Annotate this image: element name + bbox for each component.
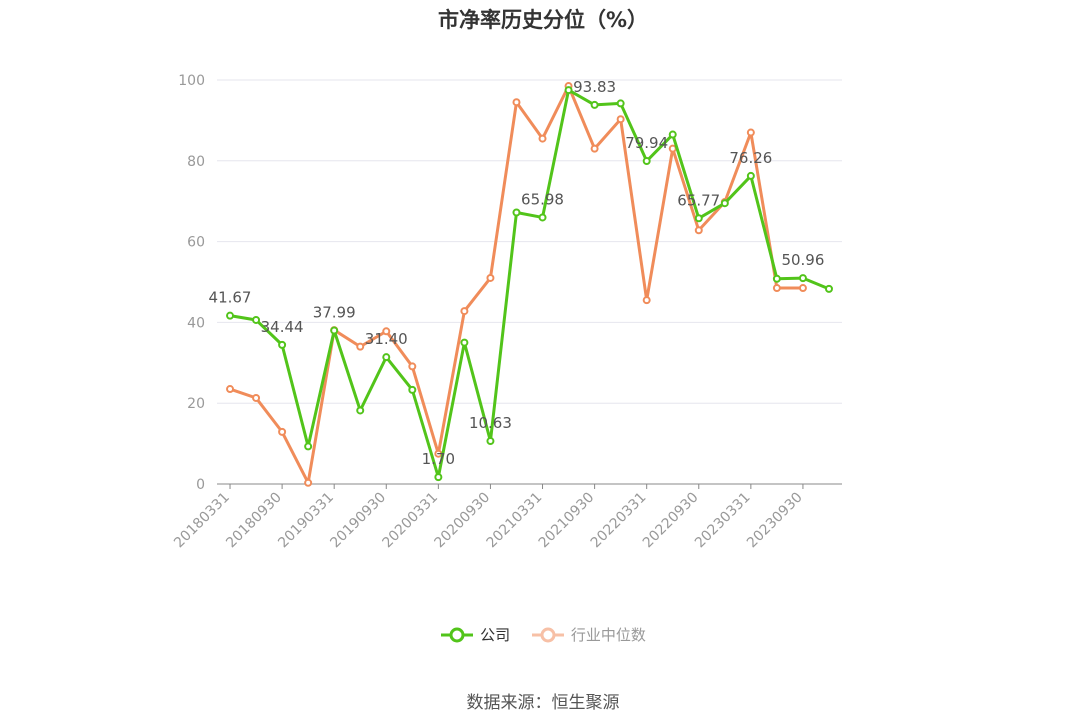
x-tick-label: 20200331 bbox=[379, 490, 441, 552]
data-point-company bbox=[746, 171, 755, 180]
data-point-company bbox=[668, 130, 677, 139]
data-point-industry bbox=[252, 393, 261, 402]
x-tick-label: 20190930 bbox=[327, 490, 389, 552]
y-tick-label: 0 bbox=[196, 477, 205, 493]
x-tick-label: 20190331 bbox=[275, 490, 337, 552]
legend-label-industry: 行业中位数 bbox=[570, 626, 646, 644]
data-label: 93.83 bbox=[573, 78, 616, 96]
legend: 公司 行业中位数 bbox=[0, 624, 1086, 648]
x-tick-label: 20220930 bbox=[640, 490, 702, 552]
data-label: 41.67 bbox=[209, 289, 252, 307]
data-label: 34.44 bbox=[261, 318, 304, 336]
x-tick-label: 20220331 bbox=[588, 490, 650, 552]
data-point-industry bbox=[434, 449, 443, 458]
data-point-company bbox=[278, 340, 287, 349]
data-point-industry bbox=[746, 128, 755, 137]
data-point-industry bbox=[486, 273, 495, 282]
line-chart: 0 20 40 60 80 100 2018033120180930201903312019… bbox=[171, 73, 842, 552]
legend-company-icon bbox=[441, 627, 474, 642]
data-point-industry bbox=[356, 342, 365, 351]
data-point-industry bbox=[408, 362, 417, 371]
data-label: 1.70 bbox=[422, 450, 455, 468]
source-note: 数据来源：恒生聚源 bbox=[466, 693, 620, 713]
data-point-company bbox=[824, 284, 833, 293]
data-label: 76.26 bbox=[729, 149, 772, 167]
data-point-company bbox=[798, 274, 807, 283]
data-point-industry bbox=[668, 144, 677, 153]
data-label: 31.40 bbox=[365, 330, 408, 348]
x-tick-label: 20200930 bbox=[432, 490, 494, 552]
data-label: 65.77 bbox=[677, 191, 720, 209]
data-point-industry bbox=[538, 134, 547, 143]
data-point-company bbox=[434, 473, 443, 482]
data-label: 50.96 bbox=[781, 251, 824, 269]
data-label: 79.94 bbox=[625, 134, 668, 152]
y-tick-label: 80 bbox=[187, 154, 205, 170]
data-point-industry bbox=[460, 307, 469, 316]
data-point-company bbox=[304, 442, 313, 451]
x-tick-label: 20230930 bbox=[744, 490, 806, 552]
data-point-company bbox=[772, 274, 781, 283]
chart-title: 市净率历史分位（%） bbox=[437, 8, 649, 32]
data-point-company bbox=[408, 385, 417, 394]
series-line-industry bbox=[229, 84, 803, 485]
data-point-company bbox=[642, 157, 651, 166]
data-point-company bbox=[252, 315, 261, 324]
data-point-company bbox=[564, 86, 573, 95]
legend-item-company[interactable]: 公司 bbox=[440, 624, 510, 645]
data-point-company bbox=[460, 338, 469, 347]
legend-label-company: 公司 bbox=[480, 626, 511, 644]
legend-industry-icon bbox=[531, 627, 564, 642]
data-point-industry bbox=[642, 296, 651, 305]
x-tick-label: 20210331 bbox=[484, 490, 546, 552]
series-line-company bbox=[229, 88, 830, 479]
data-point-company bbox=[616, 99, 625, 108]
data-point-industry bbox=[226, 385, 235, 394]
data-label: 65.98 bbox=[521, 190, 564, 208]
data-point-company bbox=[486, 437, 495, 446]
data-point-industry bbox=[694, 226, 703, 235]
x-tick-label: 20180930 bbox=[223, 490, 285, 552]
data-point-industry bbox=[798, 284, 807, 293]
data-label: 10.63 bbox=[469, 414, 512, 432]
data-point-industry bbox=[382, 327, 391, 336]
legend-item-industry[interactable]: 行业中位数 bbox=[531, 624, 646, 645]
x-tick-label: 20180331 bbox=[171, 490, 233, 552]
data-point-company bbox=[720, 199, 729, 208]
data-point-industry bbox=[278, 427, 287, 436]
data-point-industry bbox=[304, 478, 313, 487]
data-point-company bbox=[356, 406, 365, 415]
data-point-company bbox=[330, 326, 339, 335]
grid-lines bbox=[217, 79, 842, 404]
data-label: 37.99 bbox=[313, 304, 356, 322]
y-tick-label: 40 bbox=[187, 315, 205, 331]
data-point-company bbox=[382, 353, 391, 362]
series bbox=[226, 82, 833, 487]
x-tick-label: 20210930 bbox=[536, 490, 598, 552]
data-labels: 41.67 34.44 37.99 31.40 1.70 10.63 65.98 93.83 7… bbox=[209, 78, 825, 468]
x-tick-label: 20230331 bbox=[692, 490, 754, 552]
data-point-industry bbox=[512, 98, 521, 107]
data-point-company bbox=[694, 214, 703, 223]
data-point-industry bbox=[590, 144, 599, 153]
data-point-company bbox=[590, 100, 599, 109]
data-point-industry bbox=[772, 284, 781, 293]
y-tick-label: 60 bbox=[187, 235, 205, 251]
y-tick-label: 20 bbox=[187, 396, 205, 412]
y-tick-label: 100 bbox=[178, 73, 205, 89]
data-point-company bbox=[538, 213, 547, 222]
data-point-industry bbox=[616, 115, 625, 124]
data-point-company bbox=[512, 208, 521, 217]
data-point-company bbox=[226, 311, 235, 320]
